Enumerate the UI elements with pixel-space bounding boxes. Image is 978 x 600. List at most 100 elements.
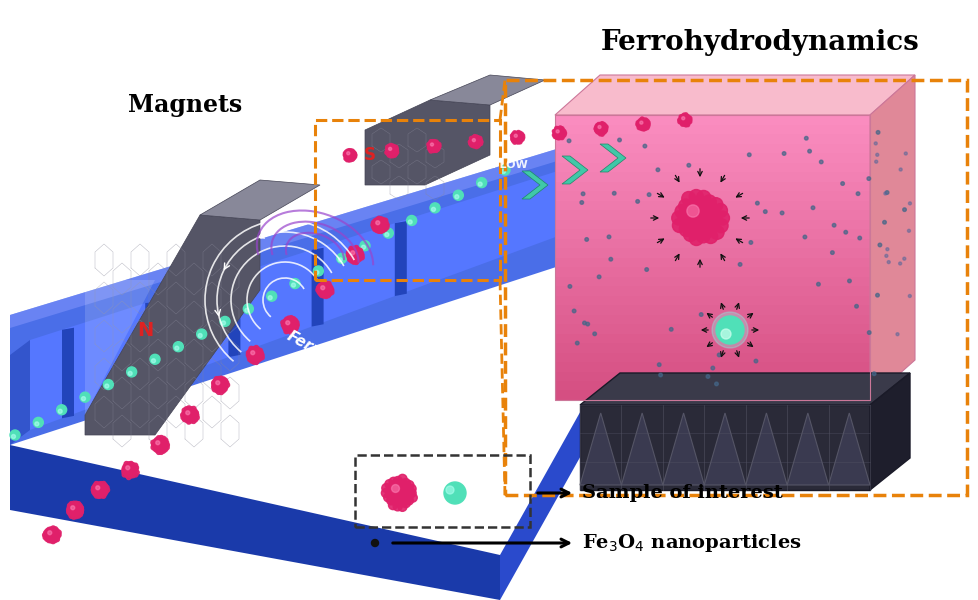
Circle shape <box>219 390 223 395</box>
Circle shape <box>646 122 649 126</box>
Circle shape <box>645 124 649 128</box>
Circle shape <box>397 502 407 511</box>
Circle shape <box>431 208 435 211</box>
Circle shape <box>516 130 519 134</box>
Circle shape <box>69 502 73 506</box>
Circle shape <box>875 153 878 156</box>
Circle shape <box>581 192 584 196</box>
Circle shape <box>556 127 559 130</box>
Circle shape <box>316 286 321 290</box>
Circle shape <box>386 479 413 506</box>
Circle shape <box>886 260 889 263</box>
Circle shape <box>471 144 474 148</box>
Circle shape <box>155 448 159 452</box>
Polygon shape <box>555 334 869 343</box>
Circle shape <box>708 197 722 212</box>
Polygon shape <box>555 286 869 296</box>
Circle shape <box>384 225 388 230</box>
Circle shape <box>173 341 183 352</box>
Circle shape <box>562 133 565 137</box>
Circle shape <box>375 218 378 222</box>
Circle shape <box>223 385 228 389</box>
Circle shape <box>472 145 476 148</box>
Circle shape <box>71 501 76 506</box>
Circle shape <box>352 157 355 160</box>
Circle shape <box>281 320 285 325</box>
Circle shape <box>604 125 607 128</box>
Circle shape <box>198 334 202 338</box>
Circle shape <box>386 145 397 156</box>
Circle shape <box>386 496 395 505</box>
Circle shape <box>126 462 131 466</box>
Circle shape <box>904 152 907 155</box>
Circle shape <box>282 325 287 329</box>
Circle shape <box>807 149 811 153</box>
Circle shape <box>388 500 397 509</box>
Circle shape <box>655 168 659 172</box>
Circle shape <box>329 288 333 292</box>
Circle shape <box>354 260 358 265</box>
Circle shape <box>599 122 601 126</box>
Circle shape <box>428 149 432 153</box>
Circle shape <box>343 151 346 155</box>
Polygon shape <box>555 153 869 163</box>
Circle shape <box>73 501 78 506</box>
Circle shape <box>150 354 159 364</box>
Polygon shape <box>429 75 545 105</box>
Circle shape <box>221 388 225 393</box>
Circle shape <box>554 128 557 132</box>
Circle shape <box>582 321 586 325</box>
Circle shape <box>348 249 352 253</box>
Circle shape <box>47 527 51 532</box>
Circle shape <box>519 132 523 136</box>
Circle shape <box>49 527 53 532</box>
Circle shape <box>349 158 352 161</box>
Circle shape <box>284 329 289 334</box>
Circle shape <box>500 165 510 175</box>
Circle shape <box>182 408 187 413</box>
Circle shape <box>352 152 356 155</box>
Circle shape <box>80 392 90 402</box>
Circle shape <box>388 477 398 486</box>
Circle shape <box>679 223 692 236</box>
Circle shape <box>195 415 199 420</box>
Circle shape <box>384 223 389 227</box>
Circle shape <box>347 158 350 162</box>
Circle shape <box>129 461 133 466</box>
Circle shape <box>560 128 564 132</box>
Polygon shape <box>555 305 869 314</box>
Circle shape <box>315 271 319 274</box>
Circle shape <box>657 363 660 367</box>
Circle shape <box>427 146 430 149</box>
Circle shape <box>44 530 48 535</box>
Circle shape <box>349 259 354 263</box>
Circle shape <box>377 229 380 233</box>
Circle shape <box>318 284 322 288</box>
Circle shape <box>257 356 262 361</box>
Circle shape <box>640 127 644 131</box>
Polygon shape <box>555 172 869 182</box>
Text: N: N <box>137 320 153 340</box>
Circle shape <box>567 284 571 288</box>
Circle shape <box>122 472 126 477</box>
Text: FLOW: FLOW <box>492 160 527 170</box>
Circle shape <box>430 140 434 143</box>
Circle shape <box>187 419 191 424</box>
Circle shape <box>294 323 299 327</box>
Circle shape <box>679 197 720 239</box>
Circle shape <box>349 247 353 251</box>
Circle shape <box>389 154 392 158</box>
Circle shape <box>281 323 286 327</box>
Circle shape <box>12 434 16 439</box>
Circle shape <box>133 472 138 477</box>
Circle shape <box>385 145 389 149</box>
Circle shape <box>804 136 807 140</box>
Circle shape <box>637 124 640 128</box>
Circle shape <box>250 351 254 355</box>
Circle shape <box>753 359 757 363</box>
Circle shape <box>597 131 600 134</box>
Circle shape <box>268 296 272 299</box>
Circle shape <box>216 376 221 381</box>
Circle shape <box>747 153 750 157</box>
Circle shape <box>608 257 612 261</box>
